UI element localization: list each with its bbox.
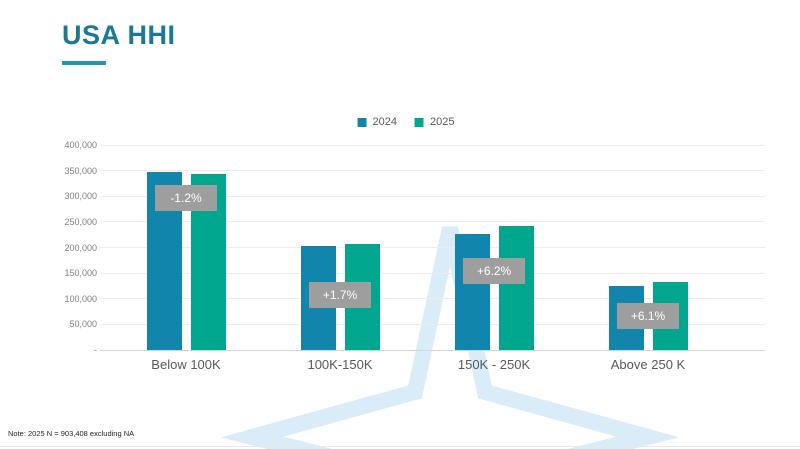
y-axis-tick-label: 350,000 <box>64 165 97 176</box>
title-underline <box>62 61 106 65</box>
bar-2024-2 <box>454 233 490 350</box>
y-axis-tick-label: 50,000 <box>69 319 97 330</box>
legend-label: 2024 <box>372 116 397 128</box>
delta-label: +1.7% <box>309 282 371 308</box>
y-gridline <box>100 195 765 197</box>
y-axis-tick-label: 300,000 <box>64 191 97 202</box>
y-axis-tick-label: 200,000 <box>64 242 97 253</box>
y-gridline <box>100 144 765 146</box>
legend-item-2025: 2025 <box>415 116 454 128</box>
chart-legend: 2024 2025 <box>357 116 454 128</box>
footnote: Note: 2025 N = 903,408 excluding NA <box>8 429 135 438</box>
y-axis-tick-label: 150,000 <box>64 268 97 279</box>
title-block: USA HHI <box>62 20 176 65</box>
category-label: Below 100K <box>151 357 221 372</box>
legend-label: 2025 <box>430 116 455 128</box>
delta-label: -1.2% <box>155 185 217 211</box>
y-gridline <box>100 247 765 248</box>
category-label: 100K-150K <box>307 357 373 372</box>
y-gridline <box>100 272 765 274</box>
y-gridline <box>100 221 765 223</box>
star-outline <box>220 226 680 449</box>
y-axis-tick-label: - <box>94 345 97 355</box>
delta-label: +6.2% <box>463 258 525 284</box>
y-axis-tick-label: 250,000 <box>64 216 97 227</box>
legend-item-2024: 2024 <box>357 116 397 128</box>
y-gridline <box>100 170 765 172</box>
x-axis-baseline <box>100 349 765 351</box>
y-axis-tick-label: 100,000 <box>64 293 97 304</box>
bottom-divider <box>0 446 800 447</box>
delta-label: +6.1% <box>617 303 679 329</box>
category-label: 150K - 250K <box>457 357 531 372</box>
bar-2025-2 <box>498 226 534 350</box>
category-label: Above 250 K <box>610 357 686 372</box>
page-title: USA HHI <box>62 20 176 50</box>
legend-swatch-icon <box>415 117 424 127</box>
y-gridline <box>100 323 765 325</box>
legend-swatch-icon <box>357 117 367 127</box>
y-gridline <box>100 298 765 300</box>
y-axis-tick-label: 400,000 <box>64 140 97 150</box>
